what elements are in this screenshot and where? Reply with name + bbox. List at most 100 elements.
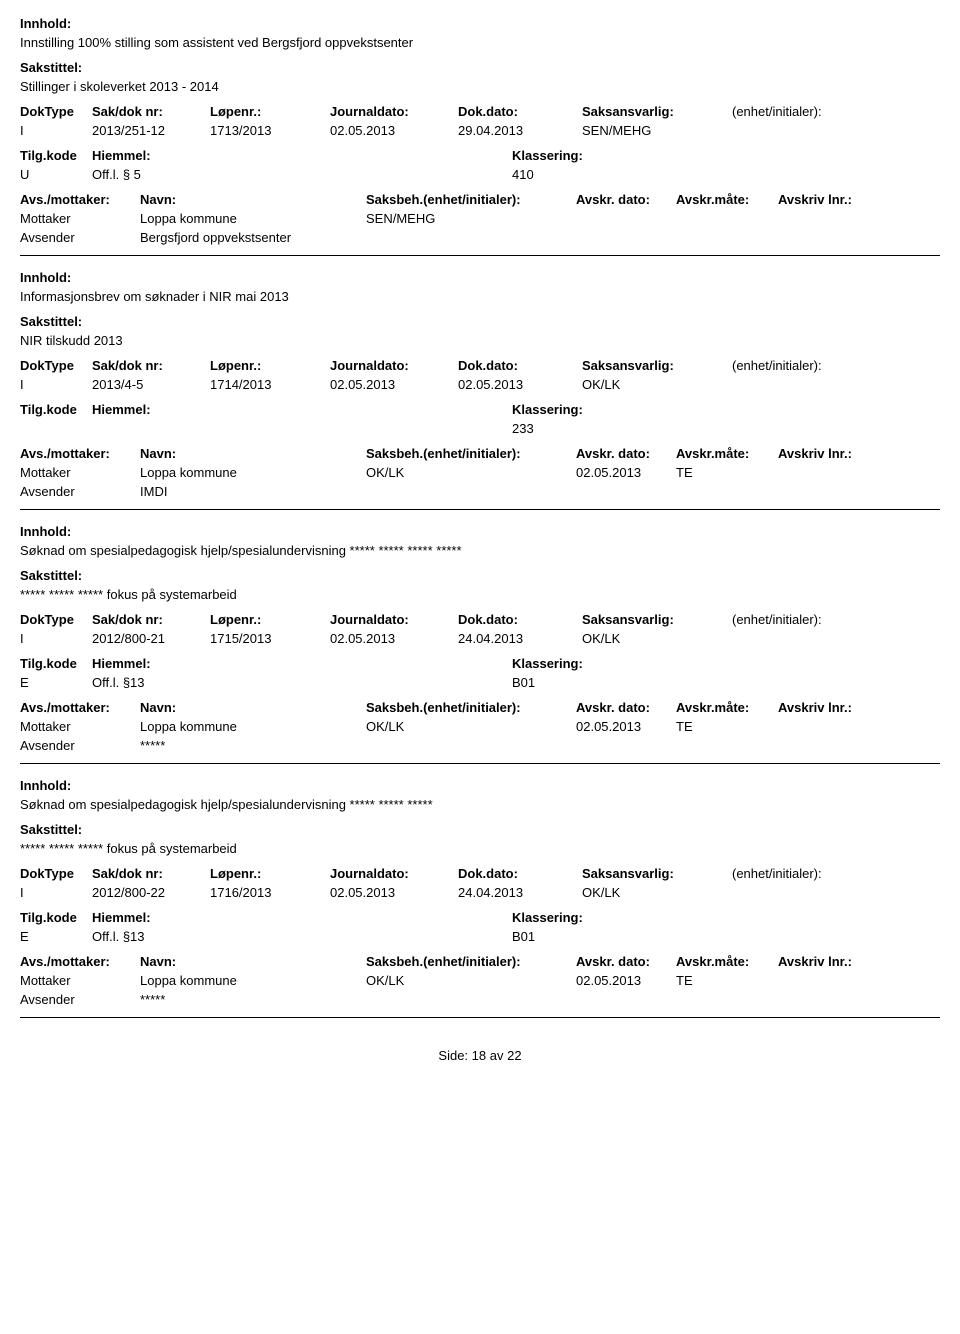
dokdato-header: Dok.dato: [458,358,582,373]
avskrdato-value: 02.05.2013 [576,719,676,734]
avskrdato-header: Avskr. dato: [576,446,676,461]
sakstittel-text: ***** ***** ***** fokus på systemarbeid [20,841,940,856]
sakstittel-text: NIR tilskudd 2013 [20,333,940,348]
avskrivlnr-header: Avskriv lnr.: [778,192,878,207]
journaldato-header: Journaldato: [330,358,458,373]
journal-record: Innhold: Informasjonsbrev om søknader i … [20,270,940,499]
sakdok-header: Sak/dok nr: [92,104,210,119]
avskrivlnr-value [778,719,878,734]
avsender-label: Avsender [20,484,140,499]
tilgkode-value: E [20,675,92,690]
lopenr-header: Løpenr.: [210,612,330,627]
saksbeh-header: Saksbeh.(enhet/initialer): [366,192,576,207]
innhold-label: Innhold: [20,524,940,539]
enhet-value [732,377,872,392]
tilgkode-header: Tilg.kode [20,148,92,163]
saksansvarlig-header: Saksansvarlig: [582,104,732,119]
journaldato-value: 02.05.2013 [330,885,458,900]
innhold-text: Innstilling 100% stilling som assistent … [20,35,940,50]
dokdato-value: 24.04.2013 [458,631,582,646]
sakstittel-label: Sakstittel: [20,822,940,837]
saksansvarlig-value: OK/LK [582,377,732,392]
mottaker-label: Mottaker [20,465,140,480]
doktype-value: I [20,123,92,138]
doktype-header: DokType [20,866,92,881]
page-footer: Side: 18 av 22 [20,1048,940,1063]
avsmottaker-header: Avs./mottaker: [20,192,140,207]
avskrmate-header: Avskr.måte: [676,954,778,969]
dokdato-value: 24.04.2013 [458,885,582,900]
saksansvarlig-header: Saksansvarlig: [582,358,732,373]
hjemmel-header: Hiemmel: [92,402,512,417]
avskrdato-header: Avskr. dato: [576,700,676,715]
innhold-label: Innhold: [20,270,940,285]
page-total: 22 [507,1048,521,1063]
saksbeh-value: SEN/MEHG [366,211,576,226]
journal-record: Innhold: Søknad om spesialpedagogisk hje… [20,778,940,1007]
saksbeh-header: Saksbeh.(enhet/initialer): [366,446,576,461]
avskrdato-value [576,211,676,226]
mottaker-navn: Loppa kommune [140,973,366,988]
tilgkode-value [20,421,92,436]
enhet-value [732,631,872,646]
journaldato-value: 02.05.2013 [330,377,458,392]
avsmottaker-header: Avs./mottaker: [20,954,140,969]
record-separator [20,509,940,510]
enhet-header: (enhet/initialer): [732,866,872,881]
journaldato-header: Journaldato: [330,104,458,119]
avskrdato-header: Avskr. dato: [576,192,676,207]
navn-header: Navn: [140,192,366,207]
journal-record: Innhold: Innstilling 100% stilling som a… [20,16,940,245]
avskrivlnr-header: Avskriv lnr.: [778,446,878,461]
hjemmel-value: Off.l. §13 [92,929,512,944]
sakdok-header: Sak/dok nr: [92,866,210,881]
lopenr-header: Løpenr.: [210,104,330,119]
enhet-header: (enhet/initialer): [732,104,872,119]
sakdok-header: Sak/dok nr: [92,358,210,373]
doktype-value: I [20,885,92,900]
klassering-header: Klassering: [512,910,712,925]
avskrdato-value: 02.05.2013 [576,465,676,480]
avskrivlnr-value [778,465,878,480]
record-separator [20,1017,940,1018]
sakdok-value: 2012/800-21 [92,631,210,646]
journal-record: Innhold: Søknad om spesialpedagogisk hje… [20,524,940,753]
tilgkode-value: E [20,929,92,944]
avskrdato-value: 02.05.2013 [576,973,676,988]
journaldato-header: Journaldato: [330,866,458,881]
sakdok-value: 2013/251-12 [92,123,210,138]
navn-header: Navn: [140,446,366,461]
dokdato-value: 02.05.2013 [458,377,582,392]
avsmottaker-header: Avs./mottaker: [20,700,140,715]
innhold-text: Søknad om spesialpedagogisk hjelp/spesia… [20,543,940,558]
record-separator [20,763,940,764]
hjemmel-header: Hiemmel: [92,148,512,163]
klassering-header: Klassering: [512,148,712,163]
avsender-label: Avsender [20,230,140,245]
innhold-text: Informasjonsbrev om søknader i NIR mai 2… [20,289,940,304]
saksbeh-header: Saksbeh.(enhet/initialer): [366,700,576,715]
avskrmate-value: TE [676,719,778,734]
saksansvarlig-value: SEN/MEHG [582,123,732,138]
dokdato-header: Dok.dato: [458,104,582,119]
sakstittel-label: Sakstittel: [20,314,940,329]
klassering-value: B01 [512,675,712,690]
avskrmate-header: Avskr.måte: [676,192,778,207]
saksbeh-value: OK/LK [366,719,576,734]
avsender-label: Avsender [20,992,140,1007]
avskrivlnr-header: Avskriv lnr.: [778,700,878,715]
hjemmel-value: Off.l. § 5 [92,167,512,182]
klassering-value: 410 [512,167,712,182]
lopenr-value: 1713/2013 [210,123,330,138]
tilgkode-value: U [20,167,92,182]
avsender-navn: ***** [140,992,366,1007]
klassering-value: 233 [512,421,712,436]
sakstittel-label: Sakstittel: [20,60,940,75]
navn-header: Navn: [140,954,366,969]
lopenr-value: 1715/2013 [210,631,330,646]
hjemmel-header: Hiemmel: [92,656,512,671]
sakdok-value: 2012/800-22 [92,885,210,900]
saksansvarlig-value: OK/LK [582,631,732,646]
mottaker-navn: Loppa kommune [140,211,366,226]
doktype-header: DokType [20,358,92,373]
